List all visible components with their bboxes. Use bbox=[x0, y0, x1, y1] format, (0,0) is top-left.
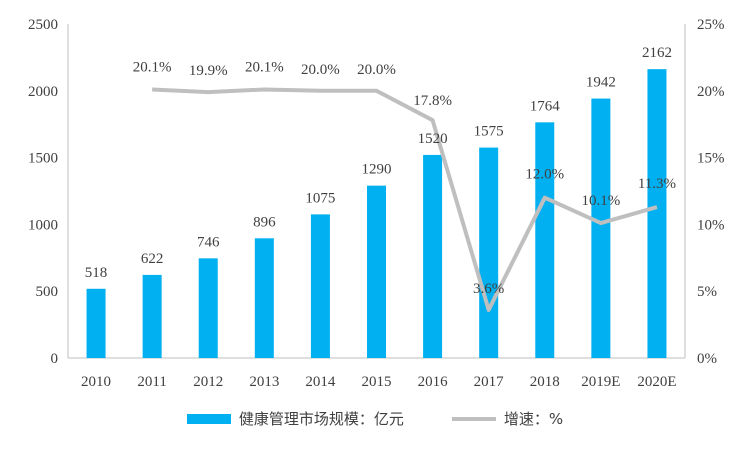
left-tick-label: 2500 bbox=[28, 17, 58, 33]
bar bbox=[254, 238, 274, 358]
right-tick-label: 25% bbox=[697, 17, 725, 33]
growth-value-label: 19.9% bbox=[189, 63, 228, 79]
legend: 健康管理市场规模：亿元 增速：% bbox=[0, 408, 750, 429]
legend-line-label: 增速：% bbox=[503, 410, 564, 428]
bar bbox=[423, 154, 443, 358]
legend-item-bar: 健康管理市场规模：亿元 bbox=[186, 408, 404, 429]
growth-value-label: 20.1% bbox=[245, 59, 284, 75]
bar bbox=[535, 122, 555, 359]
x-tick-label: 2011 bbox=[137, 374, 166, 390]
x-tick-label: 2010 bbox=[81, 374, 111, 390]
growth-value-label: 10.1% bbox=[581, 193, 620, 209]
x-tick-label: 2014 bbox=[305, 374, 336, 390]
bar-value-label: 622 bbox=[141, 251, 164, 267]
bar-value-label: 896 bbox=[253, 214, 276, 230]
bar-series bbox=[86, 69, 667, 359]
left-tick-label: 2000 bbox=[28, 84, 58, 100]
right-tick-label: 15% bbox=[697, 151, 725, 167]
bar bbox=[367, 185, 386, 358]
bar-value-label: 1520 bbox=[418, 131, 448, 147]
data-labels: 518 622 746 896 1075 1290 1520 1575 1764 1942 2162… bbox=[85, 45, 676, 297]
x-tick-label: 2013 bbox=[249, 374, 279, 390]
left-tick-label: 1000 bbox=[28, 217, 58, 233]
bar-value-label: 2162 bbox=[642, 45, 672, 61]
growth-value-label: 20.0% bbox=[357, 62, 396, 78]
x-tick-label: 2018 bbox=[530, 374, 560, 390]
right-tick-label: 10% bbox=[697, 217, 725, 233]
x-tick-label: 2015 bbox=[362, 374, 392, 390]
bar-value-label: 1942 bbox=[586, 75, 616, 91]
legend-item-line: 增速：% bbox=[451, 408, 564, 429]
left-tick-label: 1500 bbox=[28, 151, 58, 167]
bar bbox=[647, 69, 667, 358]
x-tick-label: 2017 bbox=[474, 374, 505, 390]
growth-value-label: 3.6% bbox=[473, 281, 504, 297]
x-tick-label: 2019E bbox=[581, 374, 620, 390]
right-tick-label: 5% bbox=[697, 284, 717, 300]
right-tick-label: 0% bbox=[697, 351, 717, 367]
x-tick-label: 2016 bbox=[418, 374, 449, 390]
legend-bar-swatch bbox=[186, 413, 231, 424]
bar bbox=[142, 274, 162, 358]
x-tick-label: 2012 bbox=[193, 374, 223, 390]
growth-value-label: 11.3% bbox=[638, 176, 676, 192]
x-tick-label: 2020E bbox=[637, 374, 676, 390]
growth-value-label: 20.0% bbox=[301, 62, 340, 78]
bar bbox=[591, 98, 611, 358]
left-tick-label: 0 bbox=[51, 351, 59, 367]
growth-line bbox=[152, 87, 658, 312]
bar-value-label: 746 bbox=[197, 234, 220, 250]
bar-value-label: 1575 bbox=[474, 124, 504, 140]
bar-value-label: 1290 bbox=[362, 162, 392, 178]
growth-value-label: 12.0% bbox=[525, 167, 564, 183]
growth-line-series bbox=[152, 87, 658, 312]
legend-bar-label: 健康管理市场规模：亿元 bbox=[238, 410, 404, 428]
bar bbox=[86, 288, 106, 358]
legend-line-swatch bbox=[451, 416, 496, 421]
bar bbox=[479, 147, 499, 358]
bar-value-label: 518 bbox=[85, 265, 108, 281]
left-tick-label: 500 bbox=[36, 284, 59, 300]
bar bbox=[198, 258, 218, 358]
bar-value-label: 1764 bbox=[530, 98, 561, 114]
growth-value-label: 17.8% bbox=[413, 93, 452, 109]
growth-value-label: 20.1% bbox=[133, 59, 172, 75]
bar-value-label: 1075 bbox=[305, 190, 335, 206]
right-tick-label: 20% bbox=[697, 84, 725, 100]
bar bbox=[310, 214, 330, 358]
axes: 0 500 1000 1500 2000 2500 0% 5% 10% 15% 20% 25% 2010… bbox=[28, 17, 725, 390]
